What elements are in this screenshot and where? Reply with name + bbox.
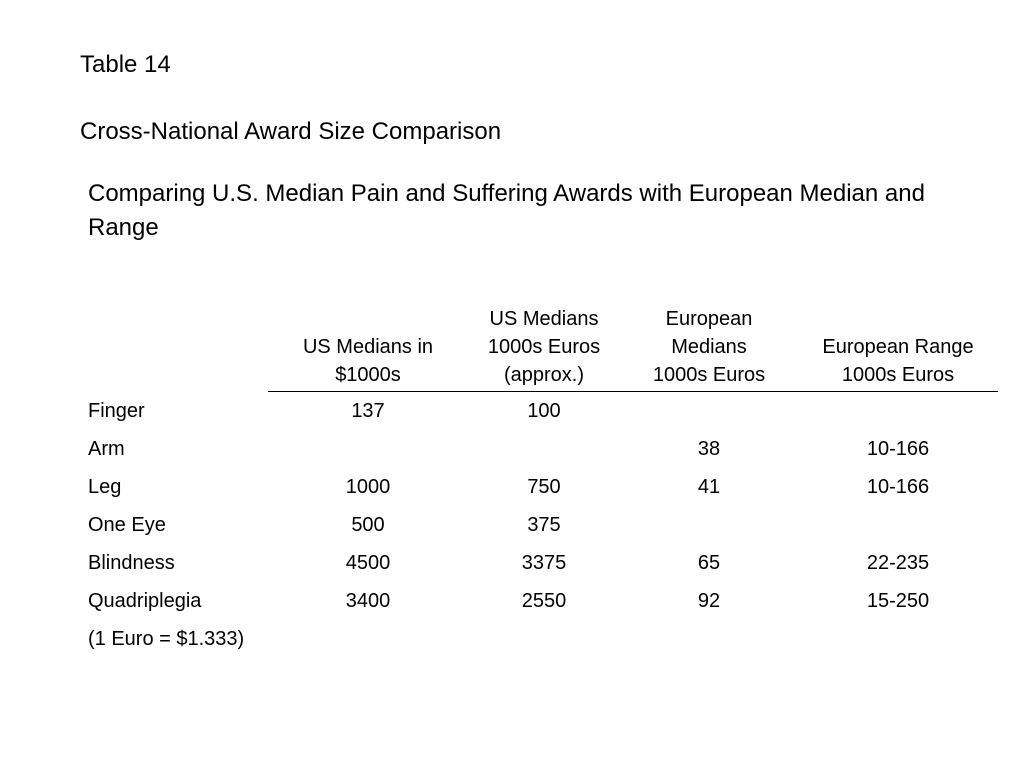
- cell-us-eur: 3375: [521, 552, 567, 574]
- header-blank-cell: [80, 305, 268, 392]
- cell-eu-range: 22-235: [866, 552, 930, 574]
- cell-us-usd: 1000: [345, 476, 391, 498]
- cell-eu-median: 65: [697, 552, 721, 574]
- header-european-medians: European Medians 1000s Euros: [620, 305, 798, 392]
- cell-eu-range: [798, 506, 998, 544]
- header-label: European Medians 1000s Euros: [652, 308, 766, 386]
- header-row: US Medians in $1000s US Medians 1000s Eu…: [80, 305, 998, 392]
- row-label-leg: Leg: [88, 476, 122, 498]
- cell-eu-median: 41: [697, 476, 721, 498]
- cell-eu-range: 10-166: [866, 438, 930, 460]
- header-label: US Medians 1000s Euros (approx.): [487, 308, 601, 386]
- row-label-arm: Arm: [88, 438, 125, 460]
- exchange-rate-footnote: (1 Euro = $1.333): [88, 628, 245, 650]
- cell-us-eur: [468, 430, 620, 468]
- row-label-finger: Finger: [88, 399, 145, 422]
- cell-us-eur: 100: [527, 400, 561, 422]
- cell-us-eur: 750: [527, 476, 561, 498]
- table-row: Blindness 4500 3375 65 22-235: [80, 544, 998, 582]
- page-title: Cross-National Award Size Comparison: [80, 118, 502, 145]
- cell-eu-median: 38: [697, 438, 721, 460]
- cell-us-usd: 4500: [345, 552, 391, 574]
- awards-table: US Medians in $1000s US Medians 1000s Eu…: [80, 305, 998, 658]
- table-row: Quadriplegia 3400 2550 92 15-250: [80, 582, 998, 620]
- row-label-one-eye: One Eye: [88, 514, 166, 536]
- table-row: Arm 38 10-166: [80, 430, 998, 468]
- footnote-row: (1 Euro = $1.333): [80, 620, 998, 658]
- table-number: Table 14: [80, 51, 171, 78]
- cell-eu-range: 15-250: [866, 590, 930, 612]
- cell-eu-median: [620, 506, 798, 544]
- cell-eu-median: 92: [697, 590, 721, 612]
- cell-us-eur: 2550: [521, 590, 567, 612]
- table-header: US Medians in $1000s US Medians 1000s Eu…: [80, 305, 998, 392]
- table-row: Finger 137 100: [80, 392, 998, 431]
- table-subtitle: Comparing U.S. Median Pain and Suffering…: [88, 180, 925, 241]
- row-label-quadriplegia: Quadriplegia: [88, 590, 202, 612]
- row-label-blindness: Blindness: [88, 552, 175, 574]
- header-european-range: European Range 1000s Euros: [798, 305, 998, 392]
- header-us-medians-usd: US Medians in $1000s: [268, 305, 468, 392]
- table-body: Finger 137 100 Arm 38 10-166 Leg 1000 75…: [80, 392, 998, 659]
- cell-eu-range: 10-166: [866, 476, 930, 498]
- cell-eu-median: [620, 392, 798, 431]
- header-label: European Range 1000s Euros: [822, 336, 974, 386]
- cell-us-usd: 3400: [345, 590, 391, 612]
- cell-us-usd: 500: [351, 514, 385, 536]
- table-row: Leg 1000 750 41 10-166: [80, 468, 998, 506]
- cell-eu-range: [798, 392, 998, 431]
- cell-us-eur: 375: [527, 514, 561, 536]
- table-row: One Eye 500 375: [80, 506, 998, 544]
- header-label: US Medians in $1000s: [302, 336, 434, 386]
- header-us-medians-euros: US Medians 1000s Euros (approx.): [468, 305, 620, 392]
- cell-us-usd: [268, 430, 468, 468]
- cell-us-usd: 137: [351, 400, 385, 422]
